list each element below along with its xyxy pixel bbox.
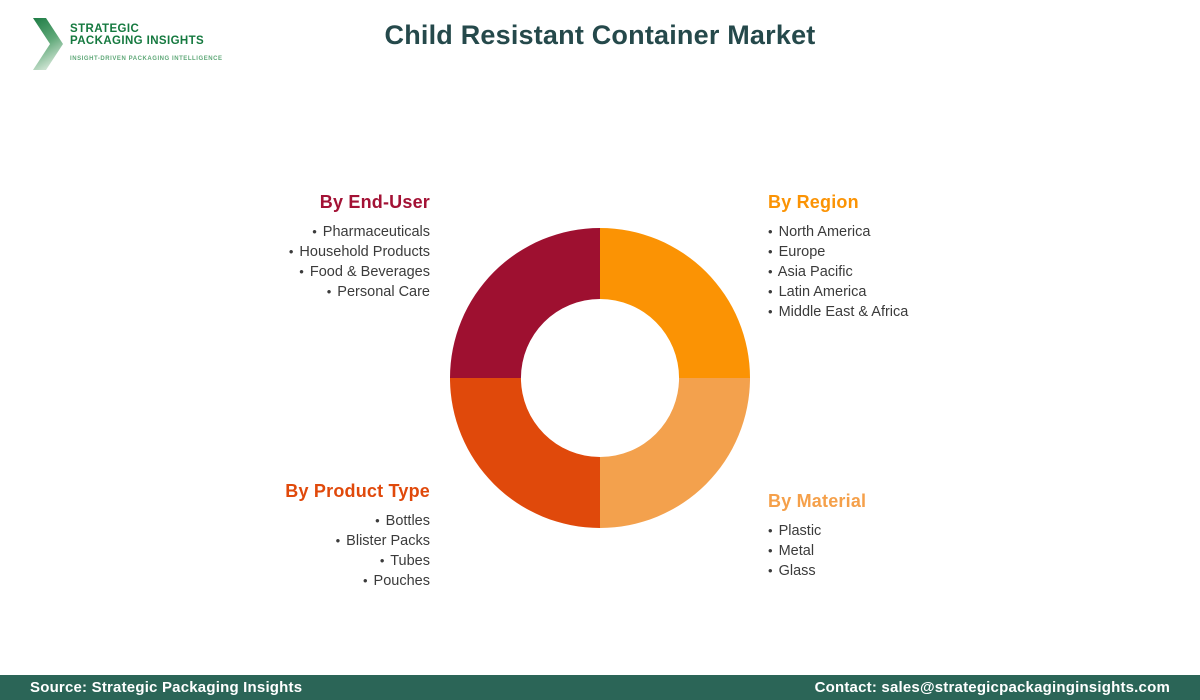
list-item: • Personal Care xyxy=(289,282,430,302)
list-item-label: Pharmaceuticals xyxy=(318,224,430,240)
list-item-label: Tubes xyxy=(386,553,430,569)
list-item: • Metal xyxy=(768,541,866,561)
chevron-arrow-icon xyxy=(33,18,63,70)
donut-segment-by-material xyxy=(600,378,750,528)
list-item: • Pouches xyxy=(285,571,430,591)
bullet-icon: • xyxy=(288,244,294,259)
bullet-icon: • xyxy=(379,553,385,568)
list-item-label: Bottles xyxy=(381,513,430,529)
donut-chart-container xyxy=(450,228,750,528)
bullet-icon: • xyxy=(768,264,773,279)
list-item-label: Metal xyxy=(774,543,815,559)
donut-segment-by-region xyxy=(600,228,750,378)
list-item-label: Blister Packs xyxy=(342,533,430,549)
category-block-material: By Material • Plastic • Metal • Glass xyxy=(768,491,866,581)
list-item: • Plastic xyxy=(768,521,866,541)
list-item-label: Asia Pacific xyxy=(774,264,853,280)
category-block-region: By Region • North America • Europe • Asia … xyxy=(768,192,908,322)
category-heading-material: By Material xyxy=(768,491,867,511)
page-title: Child Resistant Container Market xyxy=(384,20,816,50)
list-item-label: Pouches xyxy=(369,573,430,589)
category-list-material: • Plastic • Metal • Glass xyxy=(768,521,866,581)
list-item-label: Personal Care xyxy=(333,284,430,300)
list-item: • Middle East & Africa xyxy=(768,302,908,322)
list-item: • Blister Packs xyxy=(285,531,430,551)
bullet-icon: • xyxy=(312,224,317,239)
bullet-icon: • xyxy=(375,513,380,528)
category-list-region: • North America • Europe • Asia Pacific • L… xyxy=(768,222,908,322)
list-item-label: Middle East & Africa xyxy=(774,304,909,320)
list-item: • Asia Pacific xyxy=(768,262,908,282)
bullet-icon: • xyxy=(326,284,332,299)
list-item: • Food & Beverages xyxy=(289,262,430,282)
category-block-end-user: By End-User • Pharmaceuticals • Household… xyxy=(289,192,430,302)
list-item: • Latin America xyxy=(768,282,908,302)
list-item-label: Food & Beverages xyxy=(305,264,430,280)
logo-line-1: STRATEGIC xyxy=(70,23,140,35)
bullet-icon: • xyxy=(768,523,773,538)
brand-logo: STRATEGIC PACKAGING INSIGHTS INSIGHT-DRI… xyxy=(33,14,223,70)
list-item: • Glass xyxy=(768,561,866,581)
category-heading-region: By Region xyxy=(768,192,859,212)
bullet-icon: • xyxy=(768,224,773,239)
category-block-product-type: By Product Type • Bottles • Blister Packs… xyxy=(285,481,430,591)
category-list-product-type: • Bottles • Blister Packs • Tubes • Pouches xyxy=(285,511,430,591)
category-list-end-user: • Pharmaceuticals • Household Products • F… xyxy=(289,222,430,302)
list-item-label: Plastic xyxy=(774,523,822,539)
bullet-icon: • xyxy=(299,264,304,279)
list-item: • North America xyxy=(768,222,908,242)
list-item: • Tubes xyxy=(285,551,430,571)
bullet-icon: • xyxy=(768,563,773,578)
bullet-icon: • xyxy=(768,244,773,259)
donut-segment-by-product-type xyxy=(450,378,600,528)
logo-line-2: PACKAGING INSIGHTS xyxy=(70,35,205,47)
donut-chart xyxy=(450,228,750,528)
list-item-label: Glass xyxy=(774,563,816,579)
donut-segment-by-end-user xyxy=(450,228,600,378)
bullet-icon: • xyxy=(362,573,368,588)
footer-source: Source: Strategic Packaging Insights xyxy=(30,679,303,696)
list-item: • Bottles xyxy=(285,511,430,531)
logo-text: STRATEGIC PACKAGING INSIGHTS INSIGHT-DRI… xyxy=(70,14,223,62)
list-item-label: Europe xyxy=(774,244,826,260)
list-item: • Pharmaceuticals xyxy=(289,222,430,242)
category-heading-product-type: By Product Type xyxy=(285,481,430,501)
bullet-icon: • xyxy=(768,284,773,299)
footer-bar: Source: Strategic Packaging Insights Con… xyxy=(0,675,1200,700)
bullet-icon: • xyxy=(768,304,773,319)
list-item-label: North America xyxy=(774,224,871,240)
logo-tagline: INSIGHT-DRIVEN PACKAGING INTELLIGENCE xyxy=(70,56,223,62)
list-item: • Europe xyxy=(768,242,908,262)
list-item: • Household Products xyxy=(289,242,430,262)
category-heading-end-user: By End-User xyxy=(319,192,430,212)
bullet-icon: • xyxy=(768,543,773,558)
list-item-label: Household Products xyxy=(295,244,430,260)
footer-contact: Contact: sales@strategicpackaginginsight… xyxy=(814,679,1170,696)
bullet-icon: • xyxy=(335,533,341,548)
list-item-label: Latin America xyxy=(774,284,867,300)
